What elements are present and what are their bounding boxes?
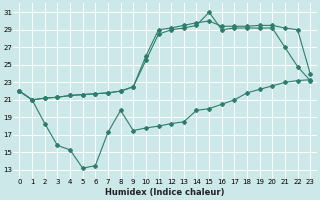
X-axis label: Humidex (Indice chaleur): Humidex (Indice chaleur) [105,188,225,197]
